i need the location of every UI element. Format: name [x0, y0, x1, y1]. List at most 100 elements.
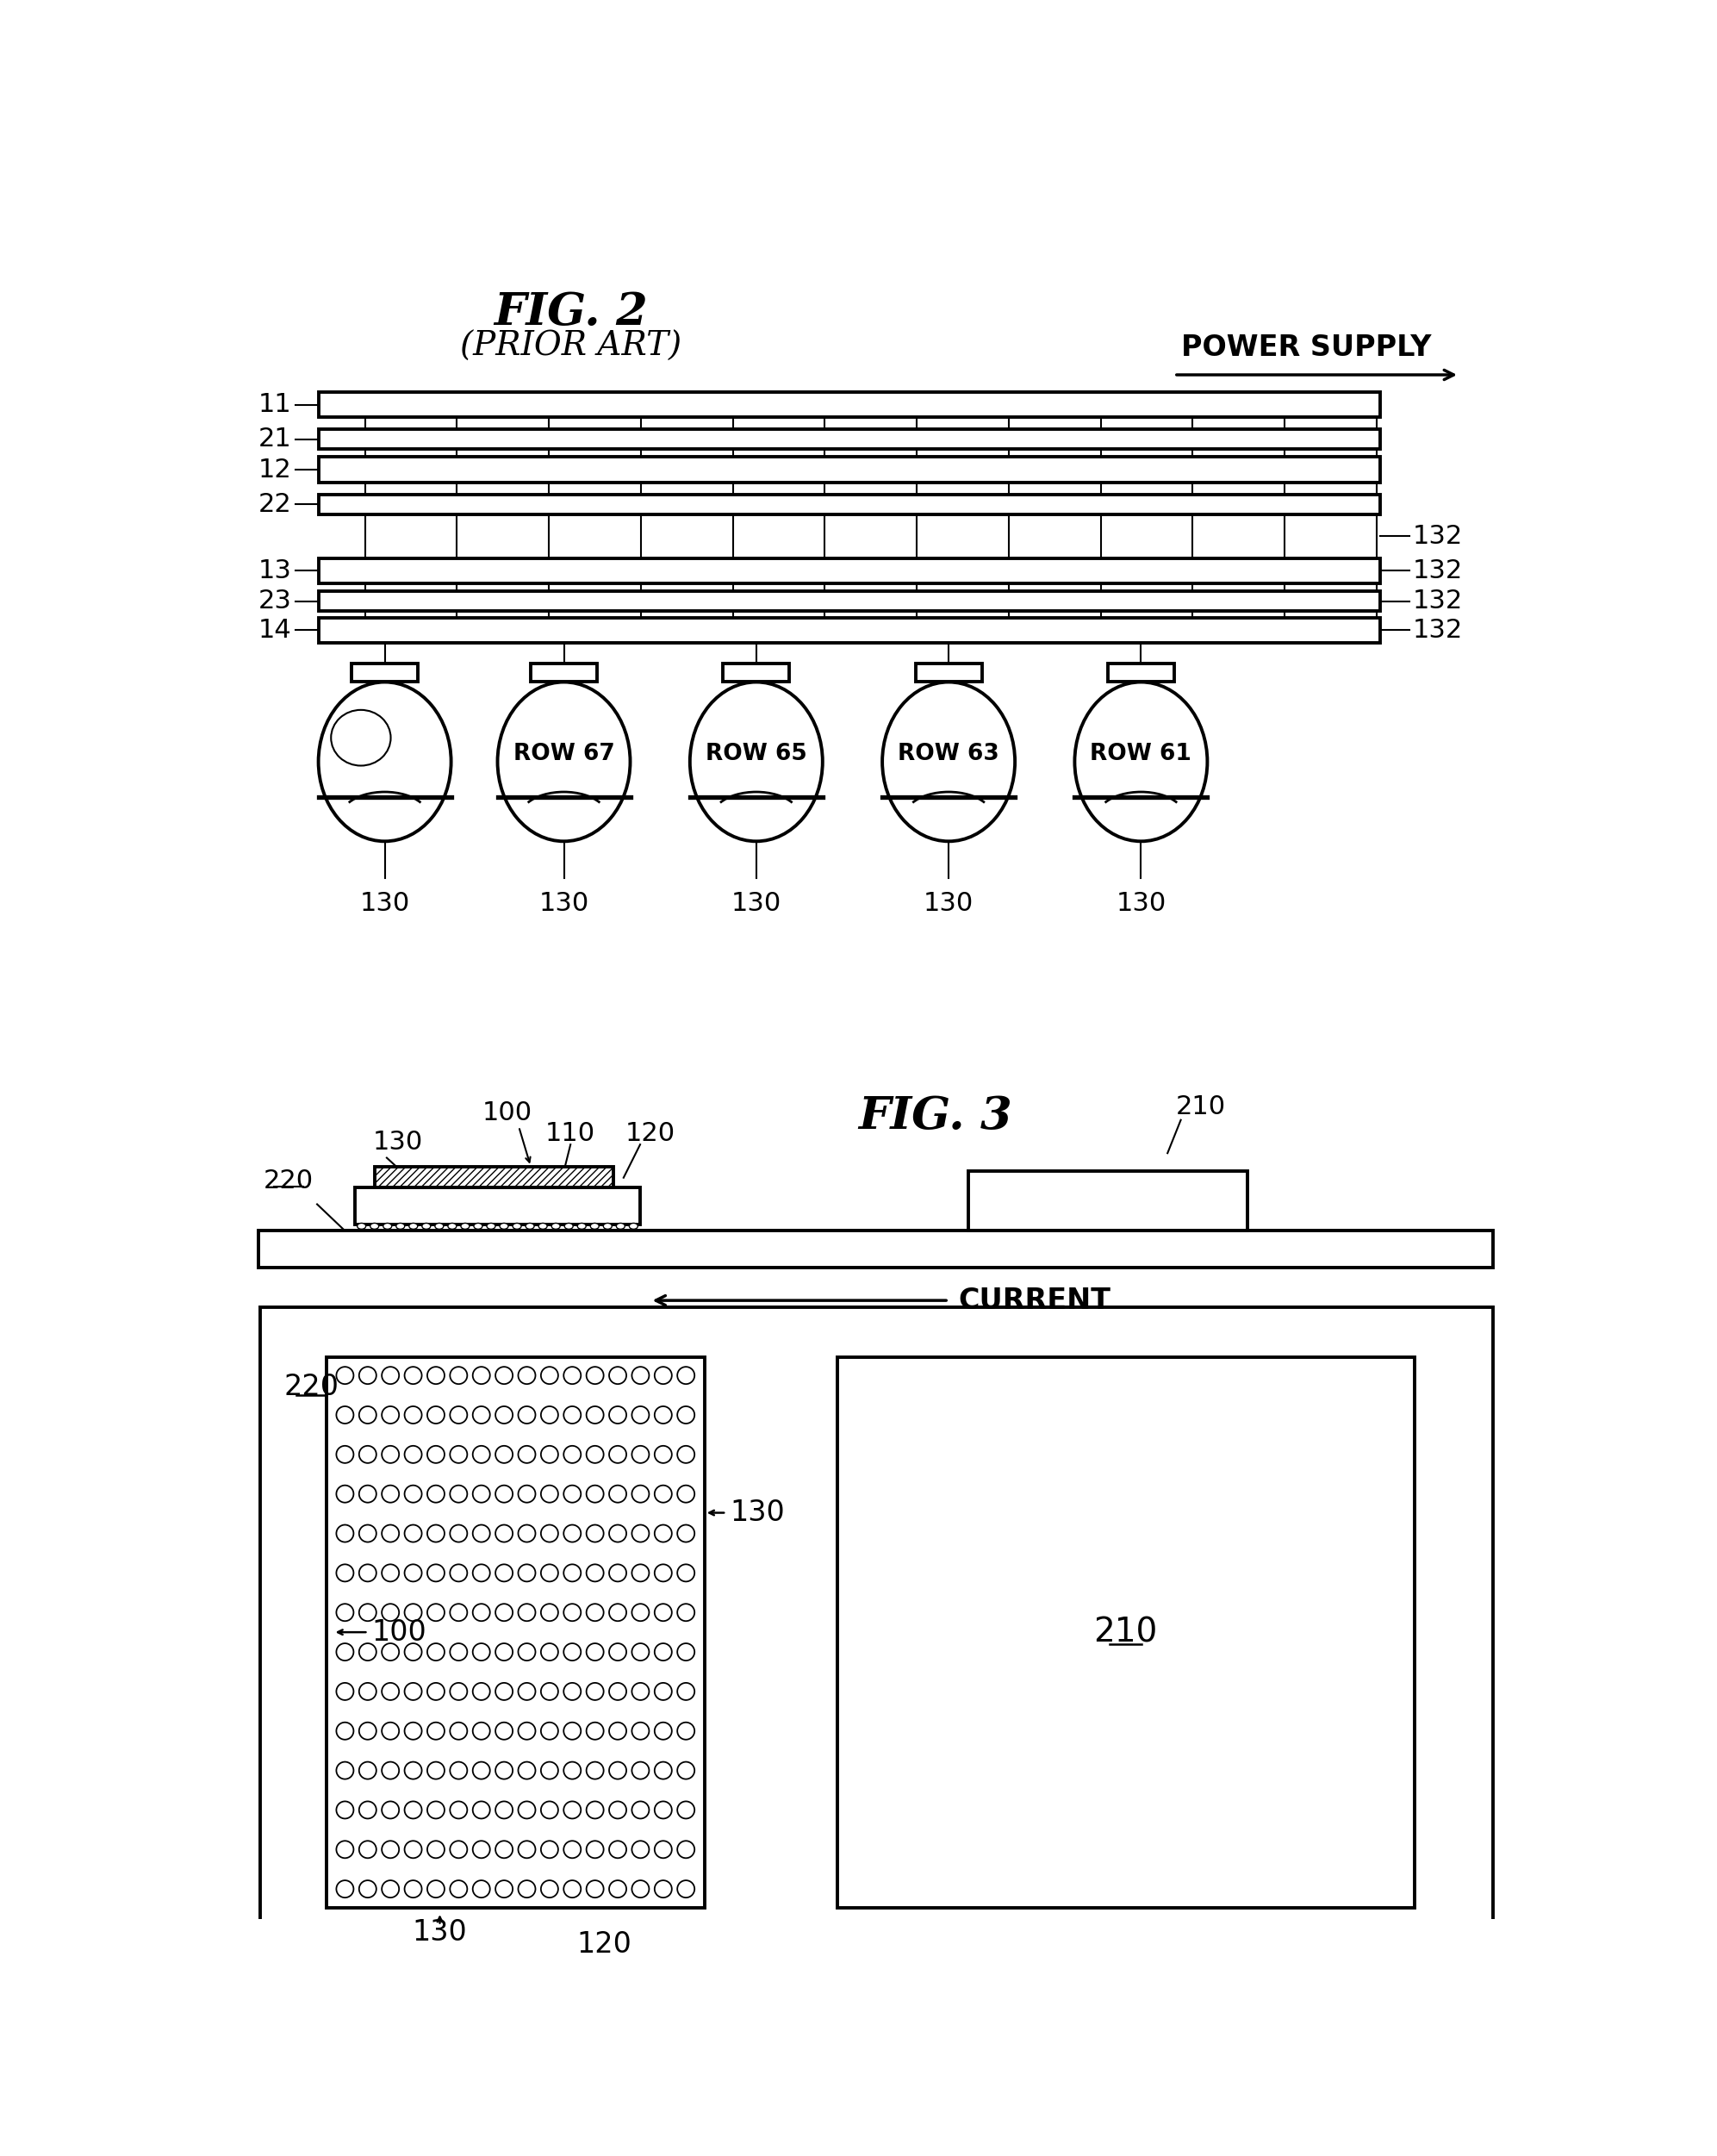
- Circle shape: [563, 1524, 580, 1542]
- Bar: [723, 664, 790, 681]
- Circle shape: [405, 1524, 422, 1542]
- Circle shape: [405, 1604, 422, 1621]
- Circle shape: [359, 1723, 376, 1740]
- Circle shape: [428, 1841, 445, 1858]
- Circle shape: [610, 1841, 627, 1858]
- Text: 132: 132: [1413, 524, 1463, 548]
- Circle shape: [428, 1880, 445, 1897]
- Circle shape: [496, 1604, 513, 1621]
- Circle shape: [587, 1447, 604, 1464]
- Circle shape: [632, 1565, 649, 1583]
- Circle shape: [337, 1880, 354, 1897]
- Circle shape: [541, 1841, 558, 1858]
- Circle shape: [450, 1524, 467, 1542]
- Bar: [355, 1188, 640, 1225]
- Circle shape: [496, 1367, 513, 1384]
- Circle shape: [359, 1604, 376, 1621]
- Circle shape: [428, 1406, 445, 1423]
- Circle shape: [337, 1485, 354, 1503]
- Circle shape: [541, 1684, 558, 1701]
- Ellipse shape: [474, 1222, 482, 1229]
- Circle shape: [632, 1684, 649, 1701]
- Text: 13: 13: [258, 558, 292, 582]
- Circle shape: [359, 1761, 376, 1779]
- Circle shape: [381, 1643, 398, 1660]
- Bar: [259, 1307, 1492, 1958]
- Circle shape: [381, 1761, 398, 1779]
- Circle shape: [381, 1684, 398, 1701]
- Circle shape: [472, 1447, 489, 1464]
- Circle shape: [610, 1604, 627, 1621]
- Circle shape: [610, 1802, 627, 1820]
- Circle shape: [428, 1802, 445, 1820]
- Circle shape: [496, 1761, 513, 1779]
- Circle shape: [450, 1841, 467, 1858]
- Circle shape: [676, 1447, 695, 1464]
- Circle shape: [405, 1367, 422, 1384]
- Bar: [838, 1356, 1415, 1908]
- Circle shape: [450, 1761, 467, 1779]
- Circle shape: [563, 1367, 580, 1384]
- Circle shape: [337, 1524, 354, 1542]
- Circle shape: [610, 1880, 627, 1897]
- Text: 120: 120: [625, 1121, 675, 1145]
- Circle shape: [676, 1485, 695, 1503]
- Circle shape: [676, 1723, 695, 1740]
- Circle shape: [381, 1524, 398, 1542]
- Circle shape: [676, 1684, 695, 1701]
- Text: 22: 22: [259, 492, 292, 517]
- Circle shape: [519, 1604, 536, 1621]
- Circle shape: [587, 1524, 604, 1542]
- Circle shape: [563, 1485, 580, 1503]
- Circle shape: [337, 1723, 354, 1740]
- Bar: [352, 664, 417, 681]
- Circle shape: [563, 1604, 580, 1621]
- Text: 130: 130: [373, 1130, 422, 1156]
- Circle shape: [587, 1406, 604, 1423]
- Circle shape: [610, 1367, 627, 1384]
- Circle shape: [676, 1761, 695, 1779]
- Circle shape: [632, 1367, 649, 1384]
- Circle shape: [587, 1643, 604, 1660]
- Text: 220: 220: [263, 1169, 314, 1194]
- Circle shape: [563, 1880, 580, 1897]
- Circle shape: [381, 1406, 398, 1423]
- Circle shape: [519, 1723, 536, 1740]
- Text: (PRIOR ART): (PRIOR ART): [460, 330, 682, 362]
- Ellipse shape: [460, 1222, 469, 1229]
- Circle shape: [519, 1841, 536, 1858]
- Circle shape: [337, 1604, 354, 1621]
- Circle shape: [587, 1367, 604, 1384]
- Text: 130: 130: [731, 890, 781, 916]
- Circle shape: [654, 1604, 671, 1621]
- Circle shape: [654, 1485, 671, 1503]
- Circle shape: [610, 1406, 627, 1423]
- Circle shape: [450, 1802, 467, 1820]
- Circle shape: [654, 1880, 671, 1897]
- Text: 130: 130: [539, 890, 589, 916]
- Circle shape: [654, 1761, 671, 1779]
- Ellipse shape: [371, 1222, 379, 1229]
- Text: 120: 120: [577, 1930, 632, 1958]
- Ellipse shape: [591, 1222, 599, 1229]
- Circle shape: [563, 1761, 580, 1779]
- Circle shape: [610, 1723, 627, 1740]
- Circle shape: [450, 1565, 467, 1583]
- Circle shape: [496, 1802, 513, 1820]
- Circle shape: [472, 1880, 489, 1897]
- Circle shape: [337, 1447, 354, 1464]
- Ellipse shape: [486, 1222, 496, 1229]
- Circle shape: [563, 1684, 580, 1701]
- Circle shape: [359, 1447, 376, 1464]
- Circle shape: [472, 1684, 489, 1701]
- Text: 130: 130: [412, 1919, 467, 1947]
- Circle shape: [610, 1684, 627, 1701]
- Circle shape: [428, 1643, 445, 1660]
- Circle shape: [563, 1447, 580, 1464]
- Circle shape: [428, 1723, 445, 1740]
- Circle shape: [587, 1565, 604, 1583]
- Circle shape: [541, 1802, 558, 1820]
- Text: 130: 130: [359, 890, 410, 916]
- Circle shape: [563, 1643, 580, 1660]
- Circle shape: [676, 1643, 695, 1660]
